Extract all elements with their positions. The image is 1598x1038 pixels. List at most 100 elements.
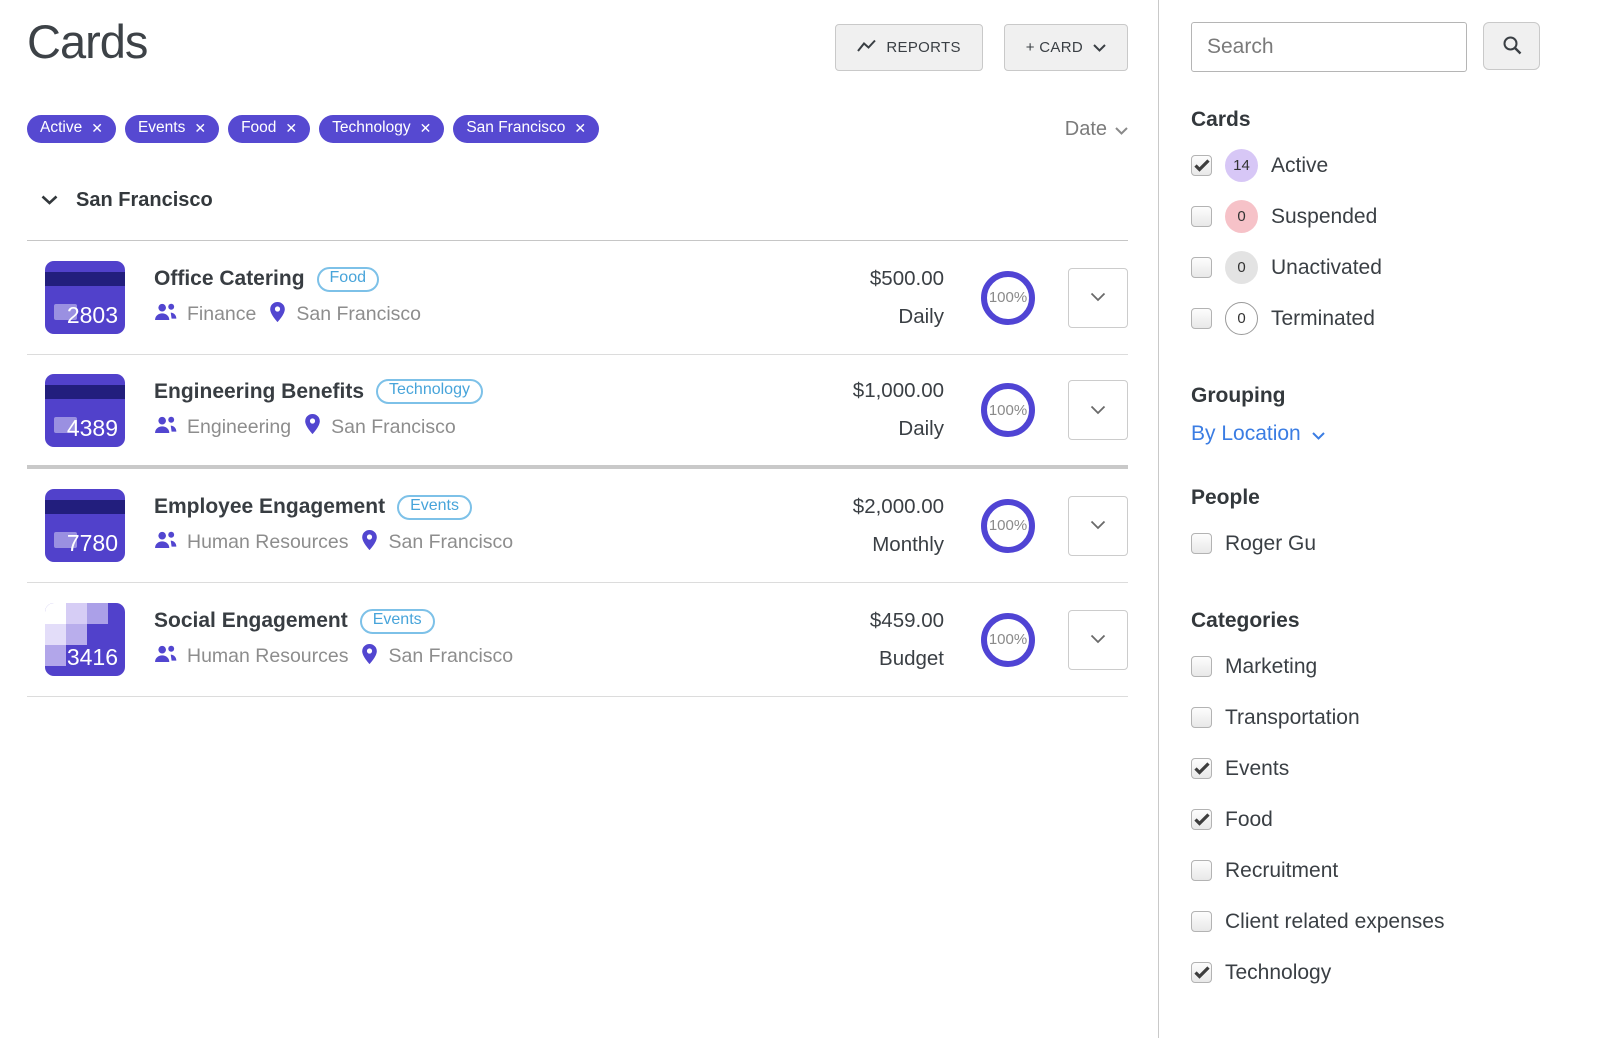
checkbox[interactable] (1191, 308, 1212, 329)
card-row[interactable]: 7780 Employee Engagement Events Human Re… (27, 469, 1128, 583)
checkbox[interactable] (1191, 206, 1212, 227)
remove-filter-icon[interactable]: ✕ (285, 120, 298, 136)
card-row[interactable]: 2803 Office Catering Food Finance San Fr… (27, 241, 1128, 355)
filter-row-item[interactable]: Marketing (1191, 641, 1578, 692)
people-icon (154, 302, 177, 327)
filter-row-item[interactable]: Food (1191, 794, 1578, 845)
card-actions-button[interactable] (1068, 380, 1128, 440)
filter-label: Suspended (1271, 204, 1378, 228)
checkbox[interactable] (1191, 656, 1212, 677)
filter-pill[interactable]: Food ✕ (228, 115, 311, 143)
filter-pill-label: Technology (332, 119, 411, 136)
filter-pill-label: Events (137, 119, 186, 136)
card-amount: $1,000.00 (852, 379, 944, 402)
filter-row-item[interactable]: 14 Active (1191, 140, 1578, 191)
filter-pill-label: San Francisco (466, 119, 566, 136)
checkbox[interactable] (1191, 809, 1212, 830)
filter-row-item[interactable]: 0 Terminated (1191, 293, 1578, 344)
people-icon (154, 415, 177, 440)
chevron-down-icon (41, 192, 58, 210)
chevron-down-icon (1093, 39, 1106, 56)
filter-row-item[interactable]: 0 Suspended (1191, 191, 1578, 242)
filter-pill[interactable]: Technology ✕ (319, 115, 445, 143)
remaining-percent: 100% (988, 631, 1028, 648)
card-location: San Francisco (388, 531, 514, 553)
card-period: Daily (898, 304, 944, 328)
reports-button[interactable]: REPORTS (835, 24, 983, 71)
category-filter-list: Marketing Transportation Events Food Rec… (1191, 641, 1578, 998)
remaining-percent: 100% (988, 401, 1028, 419)
card-stripe (45, 500, 125, 514)
checkbox[interactable] (1191, 533, 1212, 554)
remove-filter-icon[interactable]: ✕ (91, 120, 103, 136)
checkmark-icon (1194, 159, 1210, 172)
filter-pill[interactable]: Events ✕ (124, 115, 220, 143)
remaining-percent: 100% (988, 517, 1028, 534)
remove-filter-icon[interactable]: ✕ (419, 120, 432, 136)
checkbox[interactable] (1191, 257, 1212, 278)
card-name: Social Engagement (154, 609, 348, 632)
add-card-button[interactable]: + CARD (1003, 24, 1128, 71)
remaining-percent-ring: 100% (981, 270, 1035, 325)
card-row[interactable]: 4389 Engineering Benefits Technology Eng… (27, 355, 1128, 469)
filter-label: Transportation (1225, 705, 1360, 729)
card-period: Budget (879, 646, 944, 670)
checkmark-icon (1194, 762, 1210, 775)
grouping-dropdown[interactable]: By Location (1191, 422, 1578, 446)
group-header[interactable]: San Francisco (27, 189, 1128, 241)
remaining-percent: 100% (988, 289, 1028, 306)
card-actions-button[interactable] (1068, 267, 1128, 328)
remove-filter-icon[interactable]: ✕ (574, 120, 587, 136)
card-department: Engineering (187, 415, 292, 438)
remove-filter-icon[interactable]: ✕ (194, 120, 207, 136)
cards-section-title: Cards (1191, 108, 1251, 131)
filter-row-item[interactable]: Events (1191, 743, 1578, 794)
search-button[interactable] (1483, 22, 1540, 70)
checkbox[interactable] (1191, 860, 1212, 881)
card-last4: 3416 (66, 644, 118, 670)
card-stripe (45, 384, 125, 399)
grouping-section-title: Grouping (1191, 384, 1286, 407)
filter-row-item[interactable]: Transportation (1191, 692, 1578, 743)
card-amount: $500.00 (869, 266, 944, 290)
card-row[interactable]: 3416 Social Engagement Events Human Reso… (27, 583, 1128, 697)
card-actions-button[interactable] (1068, 495, 1128, 556)
filter-label: Marketing (1225, 654, 1318, 678)
filter-pill[interactable]: Active ✕ (27, 115, 116, 143)
filter-label: Terminated (1271, 306, 1375, 330)
sort-label: Date (1064, 117, 1107, 140)
card-icon: 4389 (45, 373, 125, 447)
card-info: Employee Engagement Events Human Resourc… (154, 494, 514, 557)
filter-pill[interactable]: San Francisco ✕ (453, 115, 600, 143)
card-icon: 3416 (45, 603, 125, 676)
remaining-percent-ring: 100% (981, 612, 1035, 667)
checkbox[interactable] (1191, 962, 1212, 983)
location-pin-icon (269, 301, 286, 329)
chevron-down-icon (1115, 118, 1128, 141)
filter-row-item[interactable]: Technology (1191, 947, 1578, 998)
filter-row-item[interactable]: Recruitment (1191, 845, 1578, 896)
chevron-down-icon (1090, 290, 1106, 305)
checkbox[interactable] (1191, 707, 1212, 728)
category-tag: Events (397, 494, 472, 520)
card-actions-button[interactable] (1068, 609, 1128, 670)
filter-row-item[interactable]: Client related expenses (1191, 896, 1578, 947)
card-department: Finance (187, 303, 257, 325)
search-input[interactable] (1191, 22, 1467, 72)
card-name: Employee Engagement (154, 495, 386, 518)
filter-row-item[interactable]: Roger Gu (1191, 518, 1578, 569)
card-amount: $2,000.00 (852, 494, 944, 518)
filter-label: Food (1225, 807, 1273, 831)
sort-dropdown[interactable]: Date (1065, 118, 1128, 141)
checkbox[interactable] (1191, 758, 1212, 779)
checkbox[interactable] (1191, 911, 1212, 932)
card-row-right: $500.00 Daily 100% (870, 260, 1128, 336)
count-badge: 14 (1225, 149, 1258, 182)
checkbox[interactable] (1191, 155, 1212, 176)
card-location: San Francisco (331, 415, 456, 438)
filter-row-item[interactable]: 0 Unactivated (1191, 242, 1578, 293)
count-badge: 0 (1225, 251, 1258, 284)
count-badge: 0 (1225, 200, 1258, 233)
card-period: Daily (898, 417, 944, 440)
